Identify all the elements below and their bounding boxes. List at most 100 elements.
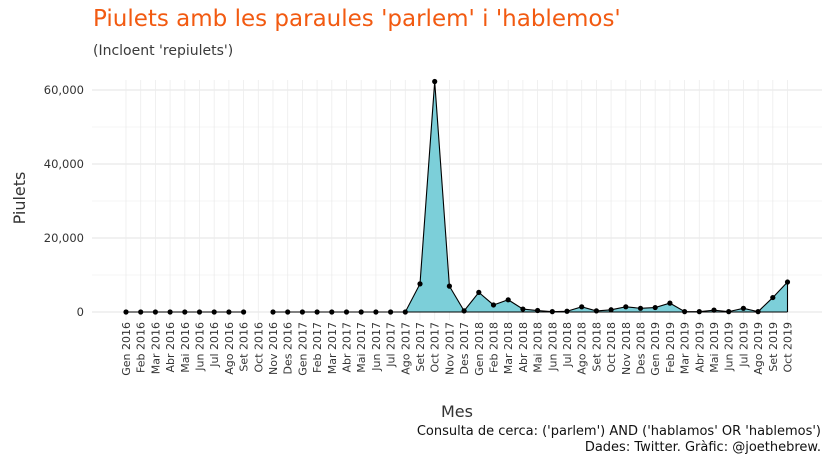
x-tick-label: Gen 2018 (473, 322, 486, 376)
x-tick-label: Abr 2017 (341, 322, 354, 373)
data-point (432, 78, 438, 85)
data-point (314, 309, 320, 315)
x-tick-label: Jul 2016 (208, 322, 221, 368)
x-tick-label: Des 2016 (282, 322, 295, 374)
x-tick-label: Oct 2018 (605, 322, 618, 373)
data-point (241, 309, 247, 315)
x-tick-label: Mar 2017 (326, 322, 339, 374)
x-tick-label: Jul 2019 (737, 322, 750, 368)
x-tick-label: Mai 2018 (532, 322, 545, 373)
x-tick-label: Abr 2016 (164, 322, 177, 373)
x-tick-label: Abr 2018 (517, 322, 530, 373)
data-point (520, 306, 526, 312)
data-point (667, 300, 673, 306)
x-tick-label: Set 2017 (414, 322, 427, 372)
x-tick-label: Mar 2016 (149, 322, 162, 374)
data-point (652, 304, 658, 311)
x-tick-label: Mar 2018 (502, 322, 515, 374)
data-point (138, 309, 144, 315)
chart-caption: Consulta de cerca: ('parlem') AND ('habl… (417, 424, 821, 456)
grid-lines (92, 80, 822, 320)
data-point (182, 309, 188, 315)
data-point (726, 309, 732, 315)
data-point (637, 305, 644, 311)
x-tick-label: Nov 2016 (267, 322, 280, 375)
data-point (196, 309, 203, 315)
x-tick-label: Feb 2017 (311, 322, 324, 373)
data-point (623, 304, 629, 310)
data-point (564, 308, 570, 314)
x-tick-label: Mai 2016 (179, 322, 192, 373)
data-point (505, 297, 511, 303)
x-tick-label: Des 2018 (635, 322, 648, 374)
data-point (417, 281, 423, 287)
y-tick-label: 20,000 (44, 231, 84, 245)
point-layer (123, 78, 791, 315)
data-point (608, 307, 614, 313)
x-tick-label: Nov 2017 (443, 322, 456, 375)
x-tick-label: Gen 2016 (120, 322, 133, 376)
x-tick-label: Jun 2018 (546, 322, 559, 372)
x-tick-label: Feb 2019 (664, 322, 677, 373)
x-tick-label: Mar 2019 (679, 322, 692, 374)
x-tick-label: Des 2017 (458, 322, 471, 374)
x-tick-label: Feb 2016 (135, 322, 148, 373)
data-point (123, 309, 129, 315)
x-tick-label: Jun 2017 (370, 322, 383, 372)
x-tick-label: Jun 2019 (723, 322, 736, 372)
data-point (343, 309, 350, 315)
data-point (461, 308, 467, 314)
x-tick-label: Ago 2018 (576, 322, 589, 375)
x-tick-label: Oct 2017 (429, 322, 442, 373)
data-point (358, 309, 364, 315)
data-point (402, 309, 408, 315)
data-point (329, 309, 335, 315)
x-tick-label: Oct 2016 (252, 322, 265, 373)
x-tick-label: Gen 2019 (649, 322, 662, 376)
data-point (446, 283, 452, 289)
data-point (373, 309, 379, 315)
x-tick-label: Mai 2017 (355, 322, 368, 373)
chart-subtitle: (Incloent 'repiulets') (93, 43, 234, 59)
caption-source: Dades: Twitter. Gràfic: @joethebrew. (584, 440, 821, 455)
data-point (226, 309, 232, 315)
caption-query: Consulta de cerca: ('parlem') AND ('habl… (416, 424, 821, 439)
data-point (476, 289, 482, 295)
x-tick-label: Ago 2019 (752, 322, 765, 375)
x-axis-ticks: Gen 2016 Feb 2016 Mar 2016 Abr 2016 Mai 2016… (120, 322, 795, 376)
area-layer (273, 81, 788, 313)
data-point (696, 309, 702, 315)
y-tick-label: 0 (77, 305, 84, 319)
series-line (273, 81, 788, 313)
y-axis-title: Piulets (10, 172, 29, 225)
data-point (740, 305, 747, 311)
x-axis-title: Mes (441, 402, 473, 421)
data-point (579, 304, 585, 310)
data-point (755, 309, 761, 315)
data-point (490, 302, 497, 308)
x-tick-label: Ago 2016 (223, 322, 236, 375)
x-tick-label: Set 2019 (767, 322, 780, 372)
x-tick-label: Abr 2019 (693, 322, 706, 373)
data-point (152, 309, 158, 315)
data-point (167, 309, 173, 315)
data-point (388, 309, 394, 315)
x-tick-label: Oct 2019 (782, 322, 795, 373)
data-point (549, 309, 555, 315)
data-point (770, 294, 776, 301)
x-tick-label: Set 2016 (238, 322, 251, 372)
x-tick-label: Set 2018 (590, 322, 603, 372)
area-fill (273, 81, 788, 313)
data-point (784, 279, 791, 285)
x-tick-label: Mai 2019 (708, 322, 721, 373)
x-tick-label: Jul 2018 (561, 322, 574, 368)
y-tick-label: 40,000 (44, 157, 84, 171)
x-tick-label: Feb 2018 (488, 322, 501, 373)
x-tick-label: Gen 2017 (296, 322, 309, 376)
data-point (299, 309, 305, 315)
x-tick-label: Jun 2016 (194, 322, 207, 372)
data-point (211, 309, 217, 315)
chart-title: Piulets amb les paraules 'parlem' i 'hab… (93, 6, 621, 32)
x-tick-label: Nov 2018 (620, 322, 633, 375)
